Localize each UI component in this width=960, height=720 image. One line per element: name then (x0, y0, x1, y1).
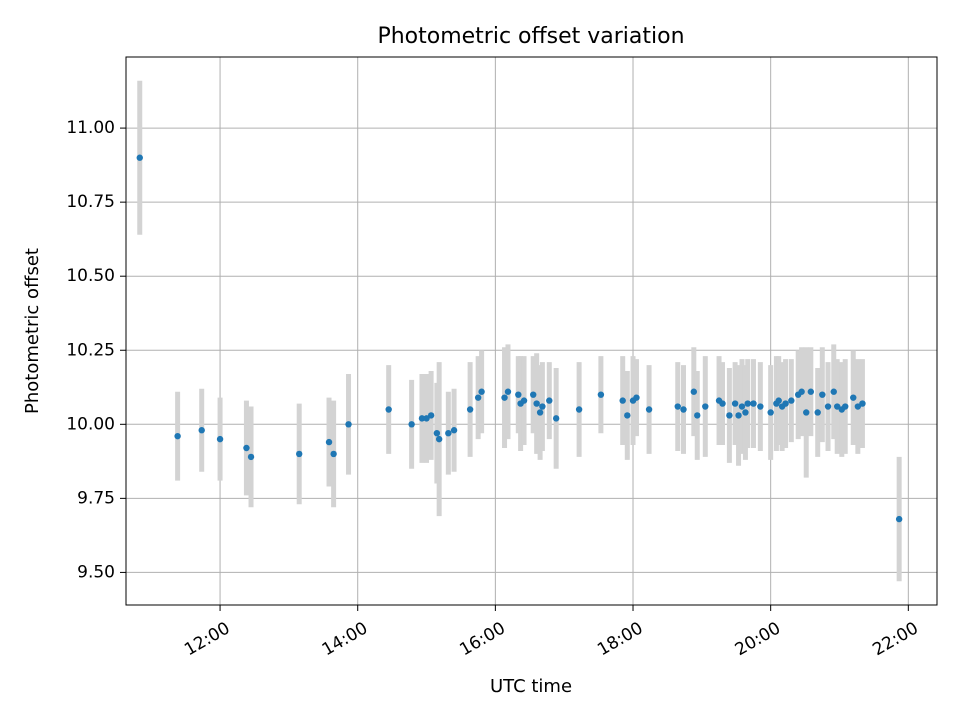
data-point (325, 438, 333, 446)
data-point (830, 388, 837, 395)
data-point (478, 388, 485, 395)
data-point (633, 394, 640, 401)
data-point (738, 403, 746, 410)
data-point (423, 415, 430, 422)
y-axis-label: Photometric offset (22, 248, 43, 414)
chart-title: Photometric offset variation (377, 24, 684, 49)
y-tick-label: 9.50 (77, 562, 115, 582)
data-point (216, 435, 224, 443)
x-axis-label: UTC time (490, 676, 572, 697)
data-point (782, 400, 789, 407)
data-point (474, 394, 482, 401)
data-point (757, 403, 764, 410)
data-point (466, 406, 474, 413)
data-point (775, 397, 782, 404)
data-point (719, 400, 726, 407)
data-point (834, 403, 841, 410)
data-point (435, 435, 443, 443)
data-point (807, 388, 815, 395)
y-tick-label: 10.00 (66, 414, 115, 434)
data-point (296, 450, 303, 458)
data-point (624, 412, 631, 419)
data-point (819, 391, 826, 398)
data-point (530, 391, 537, 398)
data-point (418, 415, 426, 422)
y-tick-label: 10.25 (66, 340, 115, 360)
data-point (619, 397, 626, 404)
data-point (814, 409, 821, 416)
data-point (536, 409, 544, 416)
data-point (735, 412, 742, 419)
data-point (842, 403, 849, 410)
data-point (501, 394, 508, 401)
y-tick-label: 11.00 (66, 118, 115, 138)
data-point (552, 415, 560, 422)
data-point (850, 394, 857, 401)
data-point (859, 400, 866, 407)
data-point (445, 429, 452, 437)
data-point (731, 400, 739, 407)
data-point (674, 403, 681, 410)
data-point (597, 391, 605, 398)
data-point (690, 388, 698, 395)
data-point (742, 409, 749, 416)
data-point (798, 388, 805, 395)
data-point (136, 154, 143, 161)
data-point (575, 406, 583, 413)
data-point (427, 412, 435, 419)
data-point (345, 421, 352, 428)
y-tick-label: 10.50 (66, 266, 115, 286)
data-point (702, 403, 709, 410)
data-point (767, 409, 774, 416)
y-tick-label: 9.75 (77, 488, 115, 508)
data-point (433, 429, 441, 437)
data-point (694, 412, 701, 419)
data-point (533, 400, 540, 407)
data-point (744, 400, 751, 407)
plot-frame (125, 56, 938, 606)
data-point (824, 403, 832, 410)
data-point (450, 427, 458, 434)
data-point (546, 397, 553, 404)
data-point (788, 397, 795, 404)
data-point (803, 409, 810, 416)
data-point (330, 450, 337, 458)
data-point (504, 388, 512, 395)
data-point (895, 515, 903, 523)
data-point (645, 406, 653, 413)
data-point (726, 412, 733, 419)
data-point (515, 391, 522, 398)
y-tick-label: 10.75 (66, 192, 115, 212)
data-point (174, 432, 181, 440)
data-point (198, 427, 205, 434)
data-point (750, 400, 757, 407)
data-point (854, 403, 862, 410)
data-point (243, 444, 250, 452)
data-points (136, 154, 903, 523)
data-point (408, 421, 415, 428)
y-axis: 9.50 9.75 10.00 10.25 10.50 10.75 11.00 (66, 118, 126, 582)
data-point (539, 403, 546, 410)
data-point (247, 453, 255, 461)
data-point (680, 406, 687, 413)
data-point (520, 397, 528, 404)
data-point (385, 406, 392, 413)
